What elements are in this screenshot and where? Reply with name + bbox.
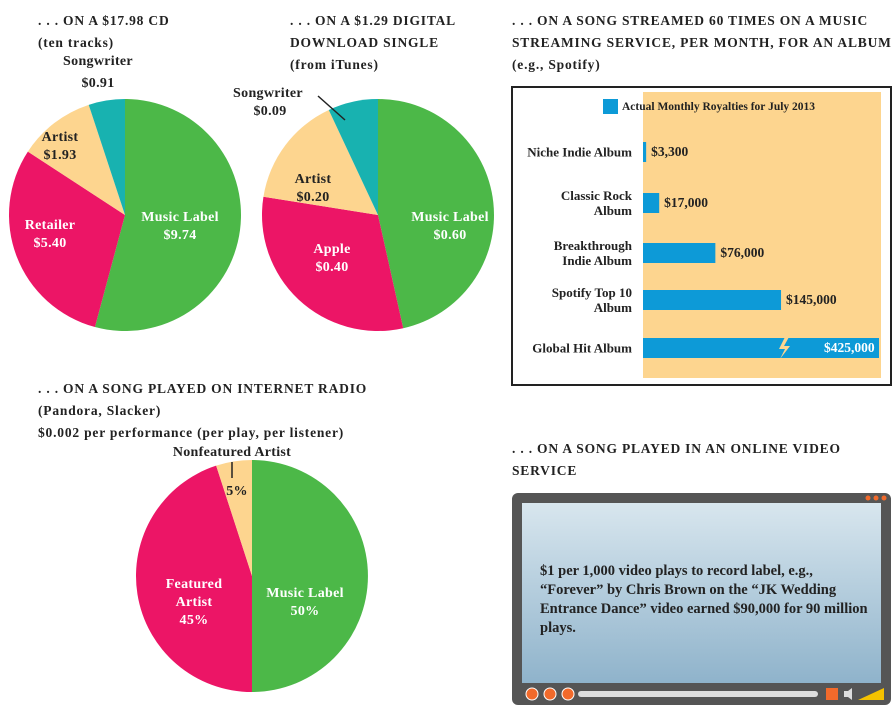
chart-subtitle: (ten tracks): [38, 32, 238, 54]
chart-title: . . . ON A SONG PLAYED ON INTERNET RADIO: [38, 378, 498, 400]
value-label: $3,300: [651, 144, 688, 160]
chart-subtitle: (from iTunes): [290, 54, 490, 76]
value-label: $145,000: [786, 292, 837, 308]
chart-subtitle: (Pandora, Slacker): [38, 400, 498, 422]
legend-swatch: [603, 99, 618, 114]
chart-note: $0.002 per performance (per play, per li…: [38, 422, 498, 444]
category-label: Global Hit Album: [522, 341, 632, 356]
play-button: [526, 688, 538, 700]
slice-value: 45%: [180, 612, 209, 630]
slice-label: Artist: [295, 171, 332, 189]
slice-label: Music Label: [411, 209, 489, 227]
bar: [643, 193, 659, 213]
slice-label: Retailer: [25, 217, 76, 235]
window-button: [866, 496, 871, 501]
progress-bar: [578, 691, 818, 697]
plot-area: [643, 92, 881, 378]
chart-title: . . . ON A $17.98 CD: [38, 10, 238, 32]
slice-value: $0.91: [82, 75, 115, 93]
bar: [643, 243, 715, 263]
slice-value: 50%: [291, 603, 320, 621]
chart-title: . . . ON A $1.29 DIGITAL DOWNLOAD SINGLE: [290, 10, 490, 54]
window-button: [874, 496, 879, 501]
slice-label: Nonfeatured Artist: [173, 444, 291, 462]
slice-value: $9.74: [164, 227, 197, 245]
category-label: Classic Rock Album: [522, 188, 632, 218]
slice-label: Featured Artist: [154, 576, 234, 612]
category-label: Spotify Top 10 Album: [522, 285, 632, 315]
pause-button: [544, 688, 556, 700]
slice-label: Artist: [42, 129, 79, 147]
pie-slice: [252, 460, 368, 692]
slice-label: Songwriter: [233, 85, 303, 103]
infographic: $1 per 1,000 video plays to record label…: [0, 0, 896, 706]
slice-value: $0.60: [434, 227, 467, 245]
slice-label: Music Label: [266, 585, 344, 603]
value-label: $425,000: [824, 340, 875, 356]
chart-title: . . . ON A SONG STREAMED 60 TIMES ON A M…: [512, 10, 892, 76]
slice-label: Apple: [313, 241, 350, 259]
fullscreen-button: [826, 688, 838, 700]
bar: [643, 290, 781, 310]
slice-value: $0.09: [254, 103, 287, 121]
slice-value: 5%: [226, 483, 248, 501]
value-label: $76,000: [720, 245, 764, 261]
slice-value: $1.93: [44, 147, 77, 165]
value-label: $17,000: [664, 195, 708, 211]
bar: [643, 142, 646, 162]
category-label: Breakthrough Indie Album: [522, 238, 632, 268]
slice-label: Music Label: [141, 209, 219, 227]
video-text: $1 per 1,000 video plays to record label…: [540, 562, 870, 638]
stop-button: [562, 688, 574, 700]
slice-value: $5.40: [34, 235, 67, 253]
slice-value: $0.20: [297, 189, 330, 207]
category-label: Niche Indie Album: [522, 145, 632, 160]
legend-label: Actual Monthly Royalties for July 2013: [622, 101, 815, 113]
video-title: . . . ON A SONG PLAYED IN AN ONLINE VIDE…: [512, 438, 896, 482]
slice-label: Songwriter: [63, 53, 133, 71]
slice-value: $0.40: [316, 259, 349, 277]
window-button: [882, 496, 887, 501]
